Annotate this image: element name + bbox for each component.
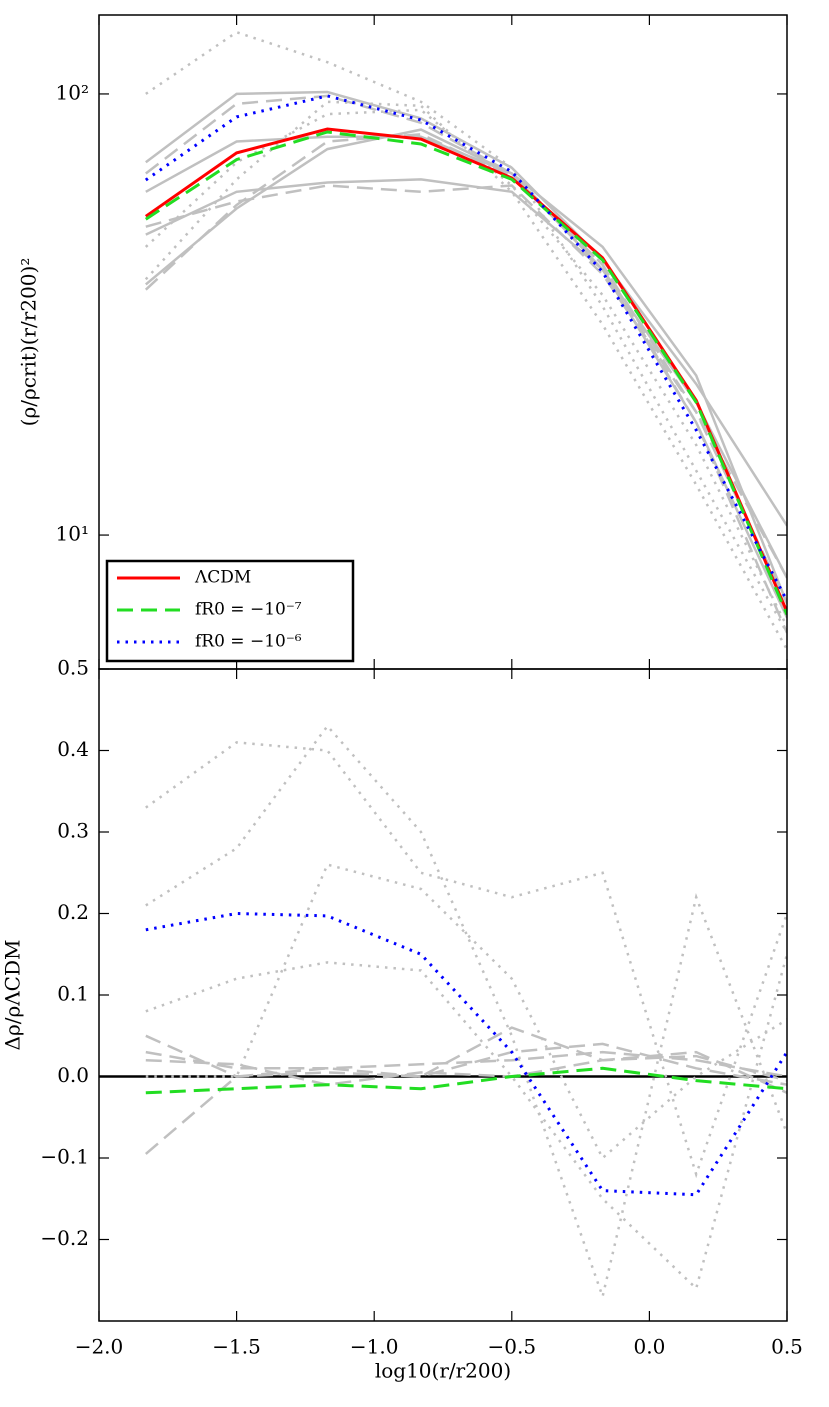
y-tick-label: 0.3 (57, 819, 89, 843)
series-line (144, 94, 787, 602)
series-line (145, 30, 787, 634)
series-line (145, 135, 787, 604)
y-tick-label: −0.1 (40, 1145, 89, 1169)
series-line (145, 178, 787, 619)
x-tick-label: −2.0 (75, 1335, 124, 1359)
plot-area (99, 724, 787, 1301)
series-line (145, 724, 787, 1301)
series-line (145, 911, 787, 1197)
y-tick-label: 10² (56, 80, 89, 104)
x-axis-label: log10(r/r200) (375, 1359, 511, 1383)
x-tick-label: 0.0 (633, 1335, 665, 1359)
series-line (145, 1054, 787, 1086)
series-line (145, 94, 787, 604)
y-tick-label: 0.5 (57, 656, 89, 680)
series-line (144, 128, 787, 579)
plot-area (144, 30, 787, 651)
series-line (145, 863, 787, 1160)
series-line (144, 1042, 787, 1155)
y-tick-label: 0.4 (57, 737, 89, 761)
y-axis-label: (ρ/ρcrit)(r/r200)² (17, 258, 41, 427)
x-tick-label: −1.5 (212, 1335, 261, 1359)
series-line (144, 100, 787, 651)
y-tick-label: 0.2 (57, 900, 89, 924)
series-line (144, 130, 787, 616)
series-line (145, 1066, 787, 1095)
series-line (144, 133, 787, 634)
x-tick-label: −0.5 (488, 1335, 537, 1359)
x-tick-label: −1.0 (350, 1335, 399, 1359)
series-line (145, 741, 787, 1179)
x-tick-label: 0.5 (771, 1335, 803, 1359)
series-line (145, 184, 787, 579)
series-line (145, 953, 787, 1291)
series-line (145, 1026, 787, 1094)
y-tick-label: −0.2 (40, 1226, 89, 1250)
y-tick-label: 10¹ (56, 522, 89, 546)
legend-label: ΛCDM (194, 568, 251, 588)
y-tick-label: 0.0 (57, 1063, 89, 1087)
legend-label: fR0 = −10⁻⁷ (195, 600, 302, 620)
y-tick-label: 0.1 (57, 982, 89, 1006)
y-axis-label: Δρ/ρΛCDM (1, 940, 25, 1051)
legend-label: fR0 = −10⁻⁶ (195, 632, 302, 652)
series-line (145, 90, 787, 527)
